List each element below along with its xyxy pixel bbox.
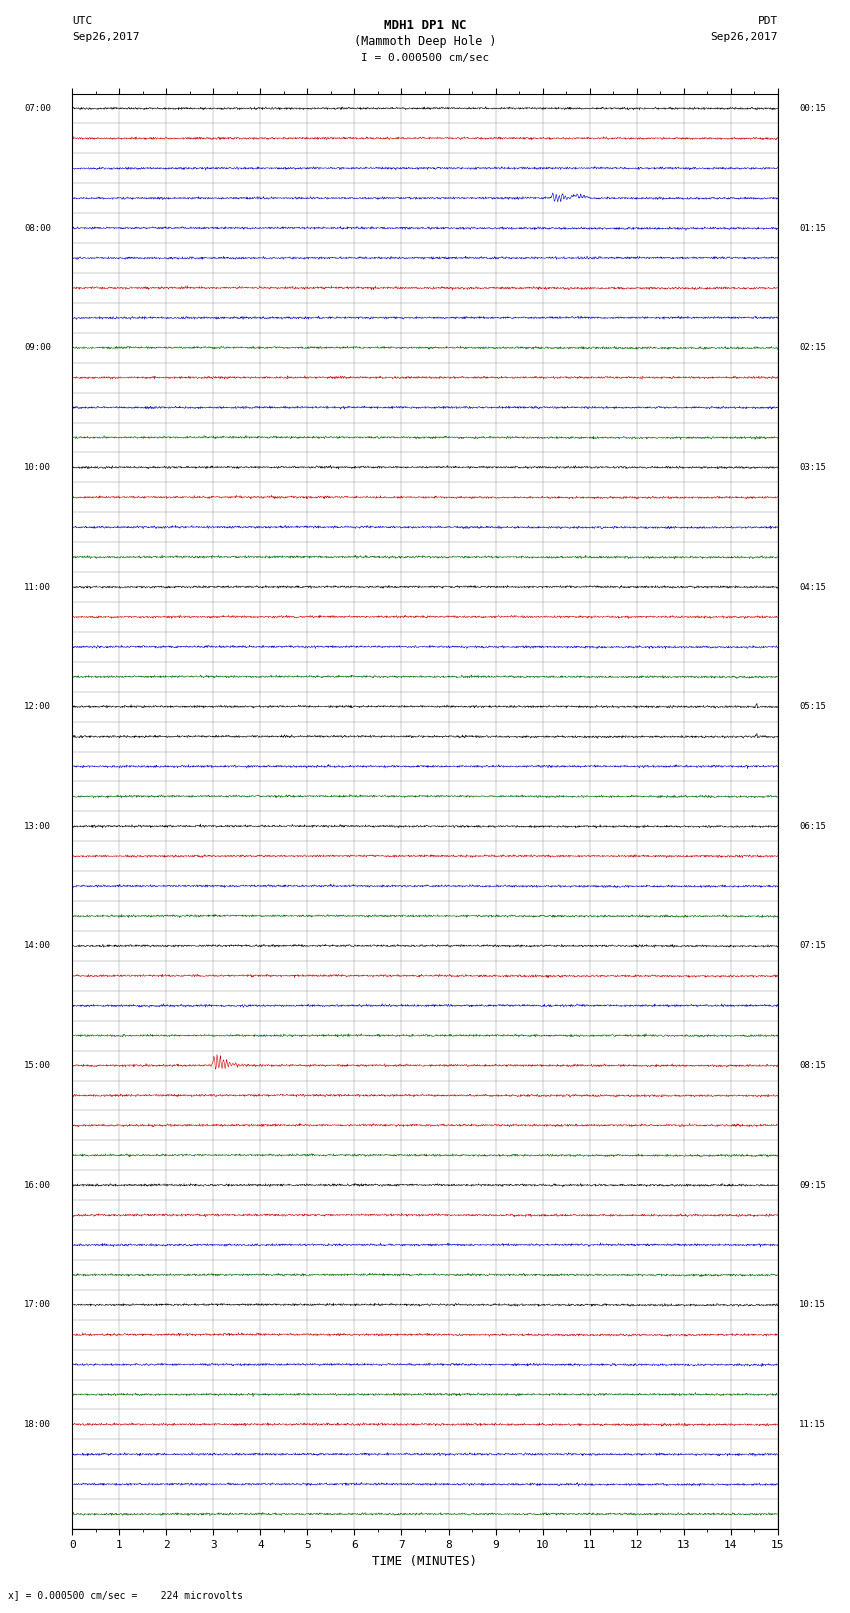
Text: 16:00: 16:00	[24, 1181, 51, 1190]
Text: 02:15: 02:15	[799, 344, 826, 352]
Text: Sep26,2017: Sep26,2017	[72, 32, 139, 42]
Text: (Mammoth Deep Hole ): (Mammoth Deep Hole )	[354, 35, 496, 48]
X-axis label: TIME (MINUTES): TIME (MINUTES)	[372, 1555, 478, 1568]
Text: 09:00: 09:00	[24, 344, 51, 352]
Text: 05:15: 05:15	[799, 702, 826, 711]
Text: PDT: PDT	[757, 16, 778, 26]
Text: 15:00: 15:00	[24, 1061, 51, 1069]
Text: 11:15: 11:15	[799, 1419, 826, 1429]
Text: 03:15: 03:15	[799, 463, 826, 473]
Text: 18:00: 18:00	[24, 1419, 51, 1429]
Text: 07:00: 07:00	[24, 103, 51, 113]
Text: 14:00: 14:00	[24, 942, 51, 950]
Text: 11:00: 11:00	[24, 582, 51, 592]
Text: 08:15: 08:15	[799, 1061, 826, 1069]
Text: 00:15: 00:15	[799, 103, 826, 113]
Text: 01:15: 01:15	[799, 224, 826, 232]
Text: 10:00: 10:00	[24, 463, 51, 473]
Text: 07:15: 07:15	[799, 942, 826, 950]
Text: 09:15: 09:15	[799, 1181, 826, 1190]
Text: 17:00: 17:00	[24, 1300, 51, 1310]
Text: I = 0.000500 cm/sec: I = 0.000500 cm/sec	[361, 53, 489, 63]
Text: UTC: UTC	[72, 16, 93, 26]
Text: 06:15: 06:15	[799, 821, 826, 831]
Text: MDH1 DP1 NC: MDH1 DP1 NC	[383, 19, 467, 32]
Text: 12:00: 12:00	[24, 702, 51, 711]
Text: Sep26,2017: Sep26,2017	[711, 32, 778, 42]
Text: 08:00: 08:00	[24, 224, 51, 232]
Text: 13:00: 13:00	[24, 821, 51, 831]
Text: 04:15: 04:15	[799, 582, 826, 592]
Text: x] = 0.000500 cm/sec =    224 microvolts: x] = 0.000500 cm/sec = 224 microvolts	[8, 1590, 243, 1600]
Text: 10:15: 10:15	[799, 1300, 826, 1310]
